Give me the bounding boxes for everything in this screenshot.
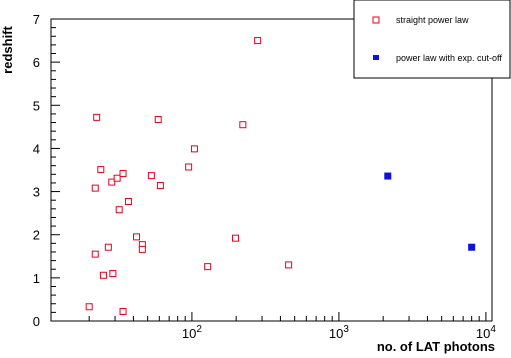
- power-law-point: [232, 234, 240, 242]
- data-points: [85, 37, 476, 316]
- legend-label-straight: straight power law: [396, 15, 469, 25]
- power-law-point: [190, 145, 198, 153]
- x-axis-title: no. of LAT photons: [377, 339, 495, 354]
- power-law-point: [93, 113, 101, 121]
- power-law-point: [156, 182, 164, 190]
- legend-box: [353, 0, 511, 79]
- power-law-point: [185, 163, 193, 171]
- power-law-point: [99, 271, 107, 279]
- y-tick-label: 6: [33, 55, 40, 70]
- power-law-point: [97, 166, 105, 174]
- power-law-point: [154, 116, 162, 124]
- legend: straight power law power law with exp. c…: [353, 0, 511, 79]
- power-law-point: [104, 243, 112, 251]
- power-law-point: [91, 184, 99, 192]
- power-law-point: [108, 178, 116, 186]
- y-tick-label: 5: [33, 98, 40, 113]
- power-law-point: [239, 121, 247, 129]
- power-law-point: [85, 303, 93, 311]
- power-law-point: [138, 245, 146, 253]
- power-law-point: [113, 174, 121, 182]
- y-tick-label: 2: [33, 228, 40, 243]
- y-tick-label: 1: [33, 271, 40, 286]
- y-tick-label: 3: [33, 185, 40, 200]
- power-law-point: [109, 270, 117, 278]
- power-law-point: [91, 250, 99, 258]
- cutoff-point: [468, 243, 476, 251]
- x-tick-label: 103: [329, 324, 349, 341]
- power-law-point: [254, 37, 262, 45]
- y-tick-label: 4: [33, 141, 40, 156]
- power-law-point: [124, 197, 132, 205]
- legend-marker-straight: [372, 16, 380, 24]
- power-law-point: [147, 172, 155, 180]
- x-tick-label: 102: [182, 324, 202, 341]
- y-axis-title: redshift: [0, 25, 15, 73]
- power-law-point: [204, 263, 212, 271]
- cutoff-point: [384, 172, 392, 180]
- y-axis: 0 1 2 3 4 5 6 7: [33, 12, 60, 329]
- legend-label-cutoff: power law with exp. cut-off: [396, 53, 502, 63]
- power-law-point: [119, 308, 127, 316]
- legend-marker-cutoff: [373, 55, 379, 60]
- power-law-point: [285, 261, 293, 269]
- y-tick-label: 7: [33, 12, 40, 27]
- power-law-point: [133, 233, 141, 241]
- plot-frame: [50, 18, 493, 322]
- x-axis: 102 103 104: [88, 312, 496, 341]
- power-law-point: [115, 206, 123, 214]
- y-tick-label: 0: [33, 314, 40, 329]
- power-law-point: [119, 169, 127, 177]
